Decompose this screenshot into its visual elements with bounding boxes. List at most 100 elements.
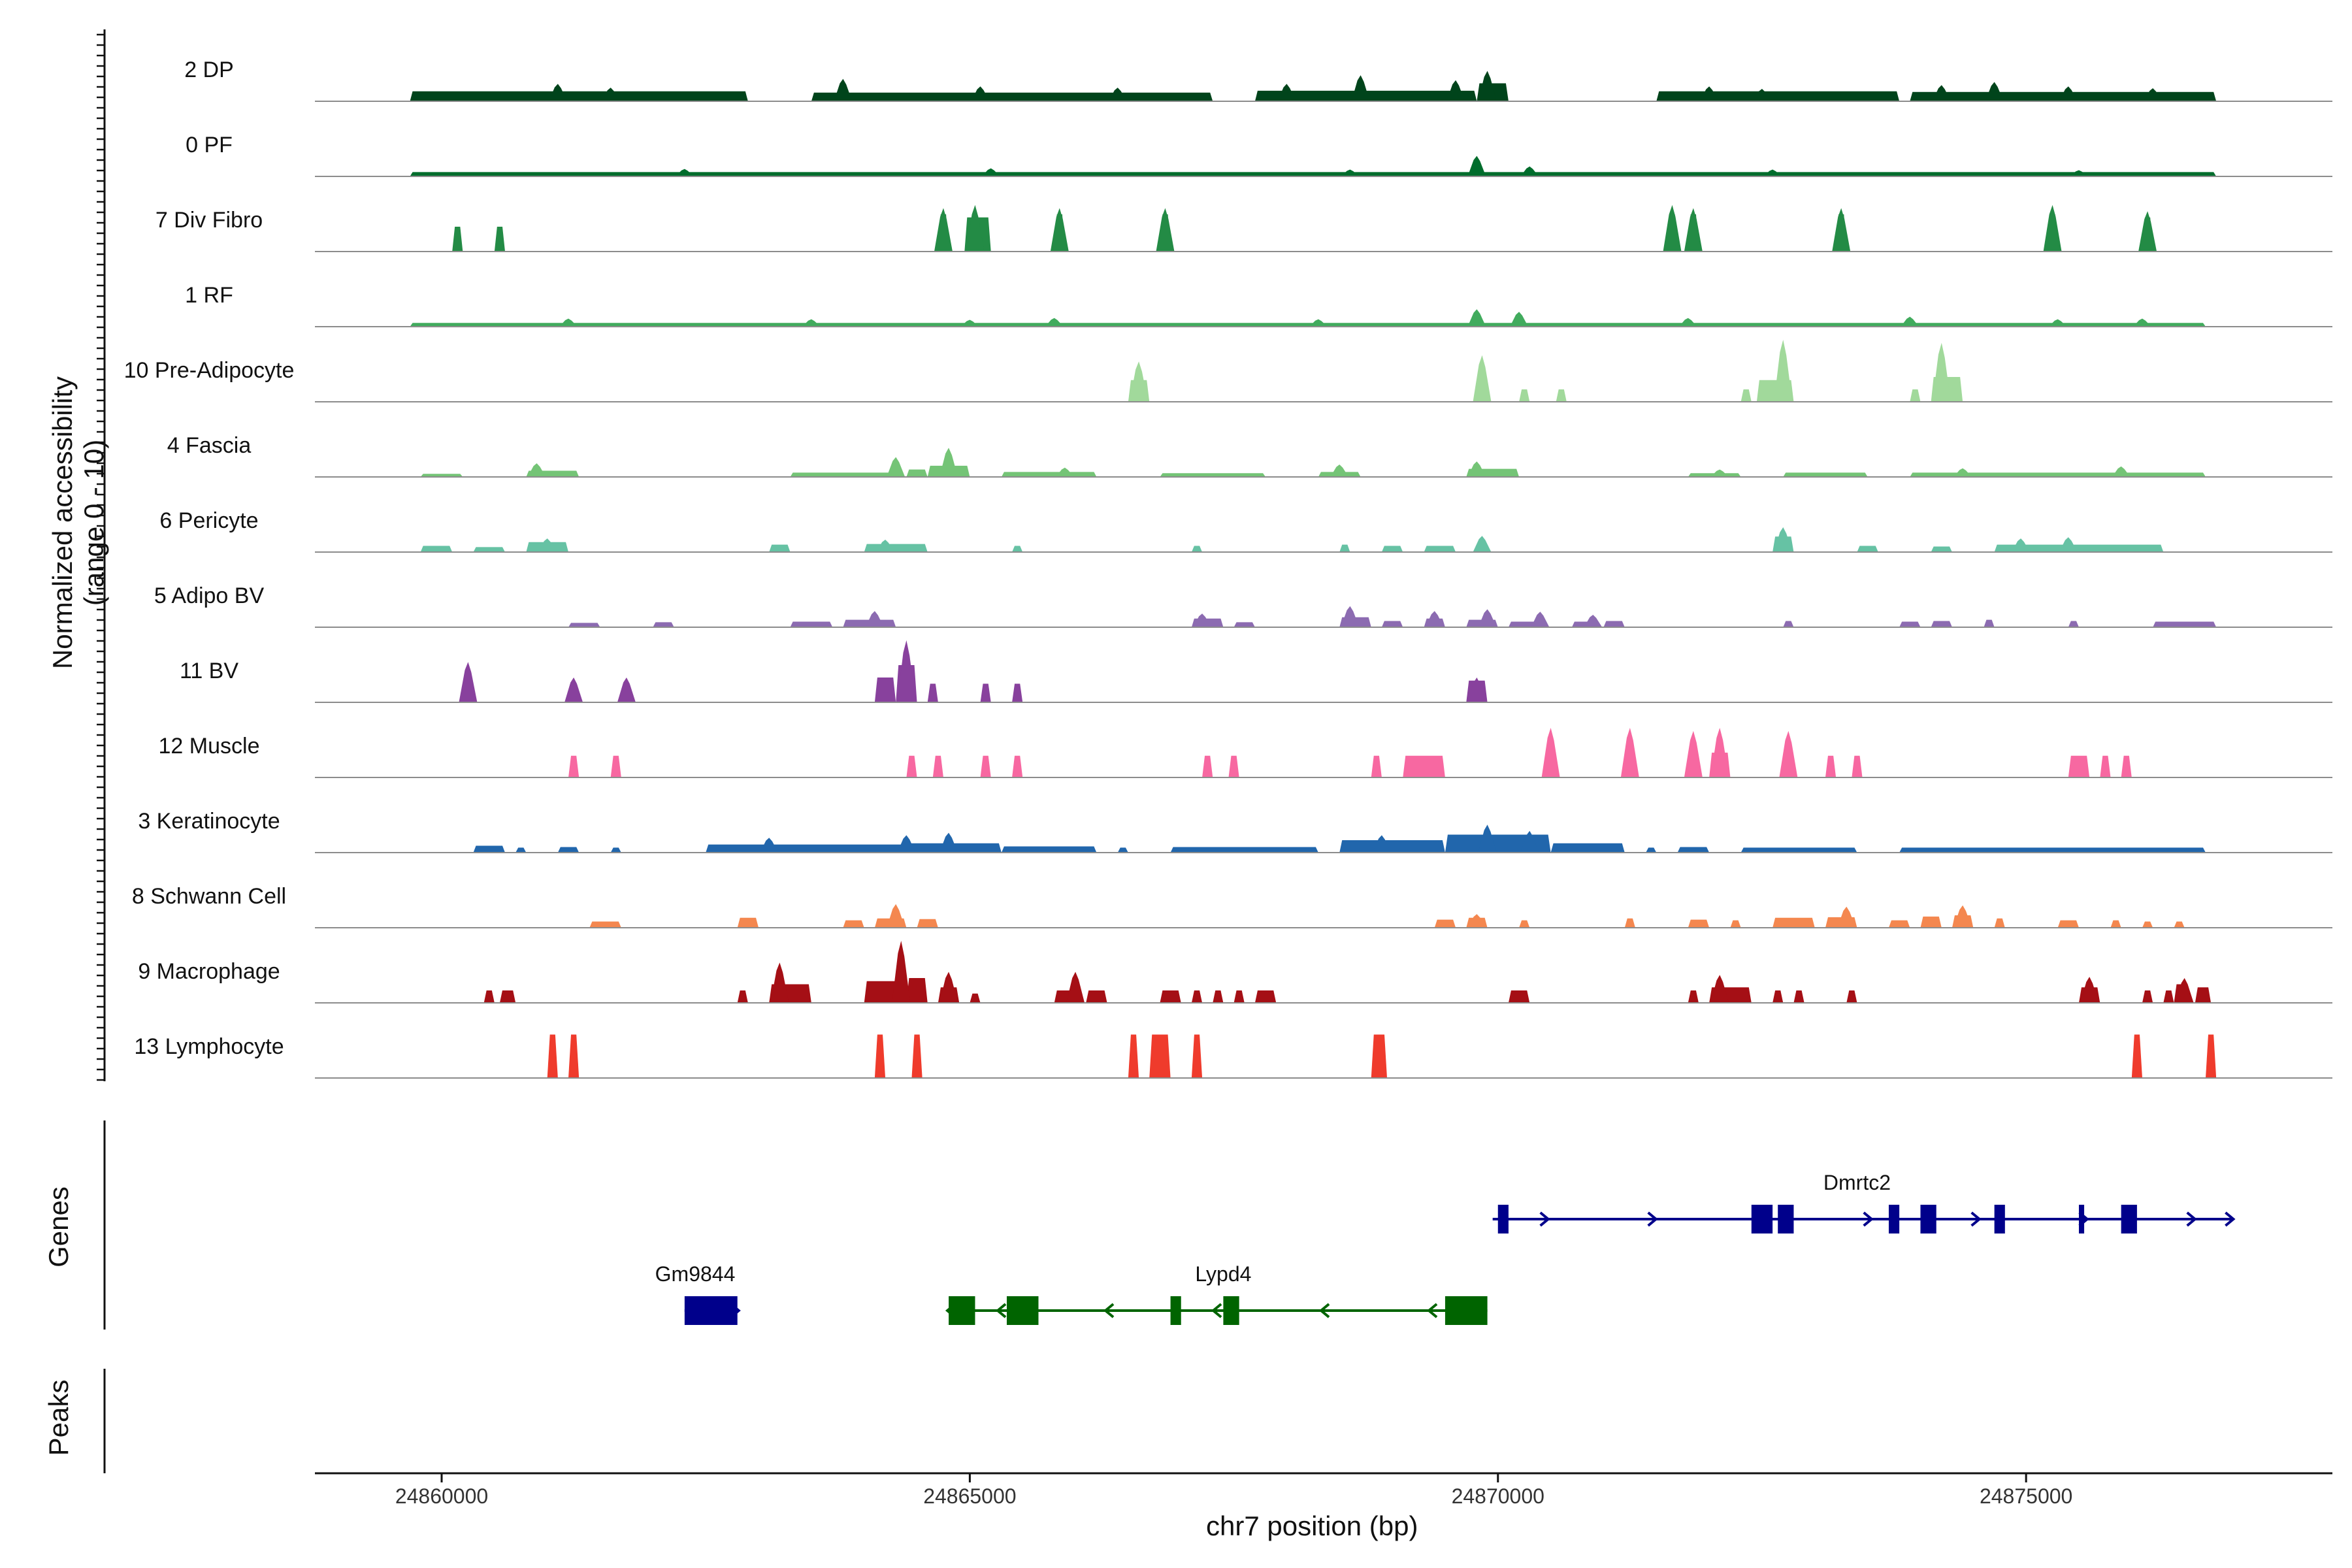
coverage-peak [960, 319, 979, 327]
coverage-peak [2043, 204, 2062, 252]
strand-arrow [1103, 1303, 1115, 1318]
coverage-peak [1055, 467, 1074, 477]
coverage-block [2205, 1034, 2217, 1078]
coverage-block [706, 844, 907, 853]
strand-arrow [1539, 1211, 1550, 1227]
track-12 [315, 904, 2332, 928]
coverage-peak [675, 169, 694, 176]
coverage-block [1740, 847, 1857, 853]
coverage-peak [939, 448, 958, 477]
coverage-block [568, 623, 600, 627]
coverage-block [2153, 621, 2217, 627]
coverage-peak [1478, 609, 1497, 627]
gene-name-label: Gm9844 [655, 1262, 736, 1286]
coverage-block [420, 474, 463, 477]
gene-exon [2078, 1205, 2085, 1233]
coverage-block [1381, 621, 1403, 627]
track-4 [315, 309, 2332, 327]
coverage-peak [2144, 88, 2163, 101]
coverage-block [1994, 918, 2005, 928]
gene-exon [949, 1296, 975, 1325]
coverage-block [737, 990, 748, 1003]
track-11 [315, 825, 2332, 853]
strand-arrow [1863, 1211, 1874, 1227]
coverage-block [1677, 847, 1710, 853]
coverage-peak [1985, 82, 2004, 101]
coverage-block [1128, 1034, 1139, 1078]
coverage-peak [1108, 88, 1127, 101]
gene-exon [1751, 1205, 1773, 1233]
coverage-block [1688, 919, 1710, 928]
gene-exon [684, 1296, 738, 1325]
coverage-block [1170, 847, 1318, 853]
track-label: 0 PF [186, 133, 233, 157]
coverage-block [980, 755, 991, 777]
coverage-block [1519, 389, 1530, 402]
coverage-block [1624, 918, 1635, 928]
coverage-peak [934, 208, 953, 252]
coverage-peak [892, 941, 911, 1003]
gene-exon [1994, 1205, 2005, 1233]
y-axis-title: Normalized accessibility (range 0 - 10) [47, 353, 110, 693]
coverage-peak [1050, 208, 1069, 252]
coverage-peak [2080, 977, 2099, 1003]
coverage-peak [2059, 537, 2078, 552]
coverage-peak [1066, 972, 1085, 1003]
coverage-peak [1351, 75, 1370, 101]
coverage-peak [1774, 527, 1793, 552]
coverage-block [1228, 755, 1239, 777]
coverage-block [1646, 847, 1657, 853]
x-tick-label: 24870000 [1451, 1484, 1544, 1508]
track-5 [315, 340, 2332, 402]
coverage-block [980, 683, 991, 702]
track-label: 7 Div Fibro [155, 208, 263, 233]
coverage-block [906, 469, 928, 477]
coverage-peak [887, 457, 906, 477]
strand-arrow [2186, 1211, 2197, 1227]
coverage-block [1403, 755, 1445, 777]
strand-arrow [995, 1303, 1007, 1318]
coverage-block [2057, 920, 2079, 928]
gene-name-label: Lypd4 [1195, 1262, 1252, 1286]
coverage-block [1603, 621, 1625, 627]
coverage-block [1371, 755, 1382, 777]
coverage-block [410, 323, 2206, 327]
coverage-peak [1541, 728, 1560, 777]
coverage-peak [1467, 914, 1486, 928]
track-13 [315, 941, 2332, 1004]
strand-arrow [1647, 1211, 1658, 1227]
coverage-block [1160, 990, 1181, 1003]
coverage-block [1012, 683, 1023, 702]
coverage-peak [1193, 613, 1212, 627]
track-label: 5 Adipo BV [154, 583, 265, 608]
track-10 [315, 728, 2332, 778]
coverage-peak [770, 962, 789, 1003]
coverage-block [499, 990, 516, 1003]
coverage-block [1012, 546, 1023, 552]
coverage-block [1001, 846, 1097, 853]
coverage-block [874, 678, 896, 702]
coverage-peak [2048, 319, 2067, 327]
coverage-peak [1156, 208, 1175, 252]
coverage-block [1371, 1034, 1388, 1078]
coverage-block [1339, 840, 1445, 853]
coverage-peak [1478, 71, 1497, 101]
coverage-peak [1901, 316, 1919, 327]
coverage-block [473, 845, 506, 853]
coverage-peak [1425, 611, 1444, 627]
coverage-block [1730, 920, 1741, 928]
coverage-block [1910, 389, 1921, 402]
coverage-peak [2012, 538, 2031, 552]
coverage-peak [1277, 84, 1296, 101]
coverage-block [1920, 916, 1942, 928]
coverage-block [1519, 920, 1530, 928]
coverage-block [1793, 990, 1805, 1003]
coverage-peak [1678, 318, 1697, 327]
coverage-block [790, 621, 833, 627]
coverage-block [1688, 990, 1699, 1003]
gene-exon [1920, 1205, 1936, 1233]
coverage-block [410, 91, 748, 101]
coverage-peak [559, 318, 578, 327]
track-label: 1 RF [185, 283, 233, 308]
x-tick-label: 24860000 [395, 1484, 489, 1508]
